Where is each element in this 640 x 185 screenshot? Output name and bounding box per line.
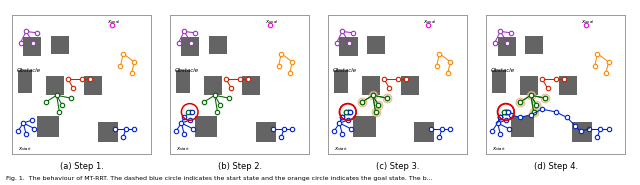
Bar	[18, 70, 31, 92]
Bar	[511, 116, 534, 137]
Bar	[497, 37, 516, 56]
Text: $x_{goal}$: $x_{goal}$	[581, 19, 595, 28]
Text: (d) Step 4.: (d) Step 4.	[534, 162, 578, 171]
Bar	[353, 116, 376, 137]
Bar	[51, 36, 69, 54]
Bar	[362, 76, 380, 95]
Text: Obstacle: Obstacle	[17, 68, 40, 73]
Bar	[257, 122, 276, 142]
Bar	[401, 76, 419, 95]
Text: $x_{goal}$: $x_{goal}$	[423, 19, 436, 28]
Text: $x_{start}$: $x_{start}$	[176, 145, 190, 153]
Bar	[176, 70, 189, 92]
Bar	[559, 76, 577, 95]
Bar	[45, 76, 63, 95]
Bar	[243, 76, 260, 95]
Text: (a) Step 1.: (a) Step 1.	[60, 162, 104, 171]
Bar	[37, 116, 60, 137]
Text: Obstacle: Obstacle	[491, 68, 515, 73]
Bar	[23, 37, 42, 56]
Bar	[181, 37, 200, 56]
Bar	[99, 122, 118, 142]
Bar	[573, 122, 592, 142]
Bar	[334, 70, 348, 92]
Text: Obstacle: Obstacle	[175, 68, 198, 73]
Text: (c) Step 3.: (c) Step 3.	[376, 162, 419, 171]
Bar	[525, 36, 543, 54]
Bar	[209, 36, 227, 54]
Bar	[415, 122, 434, 142]
Text: $x_{start}$: $x_{start}$	[334, 145, 348, 153]
Text: Obstacle: Obstacle	[333, 68, 356, 73]
Bar	[339, 37, 358, 56]
Bar	[520, 76, 538, 95]
Bar	[84, 76, 102, 95]
Text: $x_{start}$: $x_{start}$	[492, 145, 506, 153]
Bar	[204, 76, 221, 95]
Text: $x_{goal}$: $x_{goal}$	[265, 19, 278, 28]
Bar	[367, 36, 385, 54]
Text: $x_{start}$: $x_{start}$	[18, 145, 32, 153]
Text: $x_{goal}$: $x_{goal}$	[107, 19, 120, 28]
Bar	[195, 116, 218, 137]
Text: (b) Step 2.: (b) Step 2.	[218, 162, 262, 171]
Text: Fig. 1.  The behaviour of MT-RRT. The dashed blue circle indicates the start sta: Fig. 1. The behaviour of MT-RRT. The das…	[6, 176, 433, 181]
Bar	[492, 70, 506, 92]
